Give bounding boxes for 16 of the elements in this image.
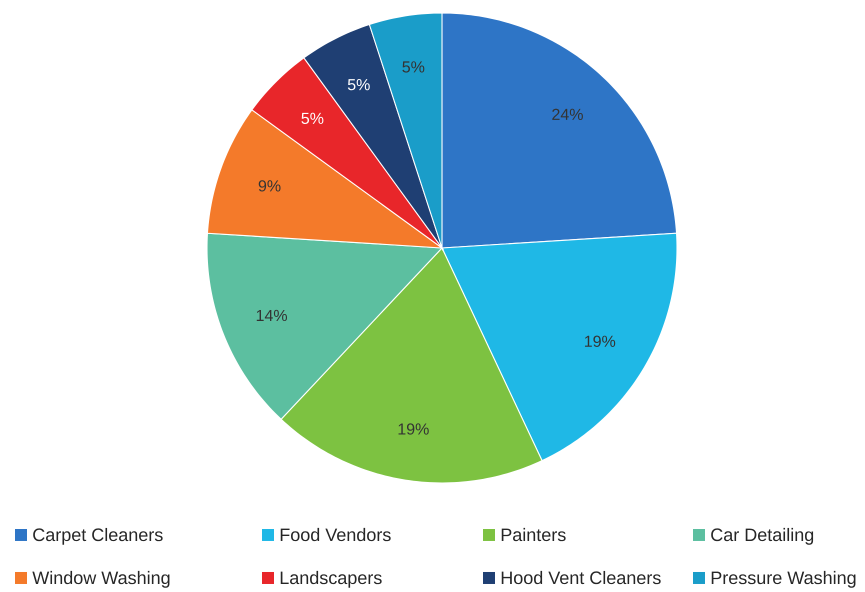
data-label: 19% bbox=[398, 423, 429, 435]
data-label: 24% bbox=[552, 108, 583, 120]
data-label: 5% bbox=[301, 112, 324, 124]
legend-label: Window Washing bbox=[32, 570, 170, 588]
legend-label: Hood Vent Cleaners bbox=[502, 570, 661, 584]
legend-label: Car Detailing bbox=[711, 528, 814, 545]
legend-label: Food Vendors bbox=[280, 528, 391, 542]
data-label: 9% bbox=[258, 180, 281, 192]
legend-label: Landscapers bbox=[280, 570, 382, 588]
data-label: 14% bbox=[256, 310, 288, 322]
legend-label: Pressure Washing bbox=[712, 570, 856, 588]
data-label: 5% bbox=[402, 61, 424, 73]
legend-label: Painters bbox=[502, 528, 566, 542]
data-label: 19% bbox=[584, 336, 616, 347]
legend-label: Carpet Cleaners bbox=[33, 528, 163, 545]
data-label: 5% bbox=[348, 79, 370, 90]
